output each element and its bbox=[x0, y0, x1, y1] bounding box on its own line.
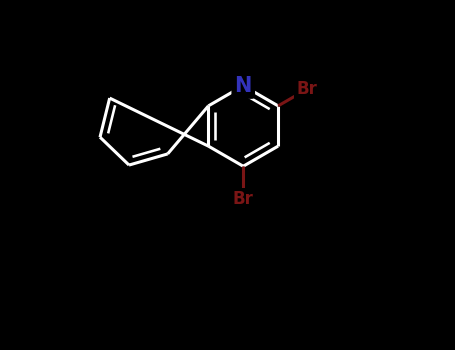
Text: Br: Br bbox=[297, 80, 317, 98]
Text: Br: Br bbox=[233, 190, 254, 209]
Text: N: N bbox=[235, 76, 252, 96]
